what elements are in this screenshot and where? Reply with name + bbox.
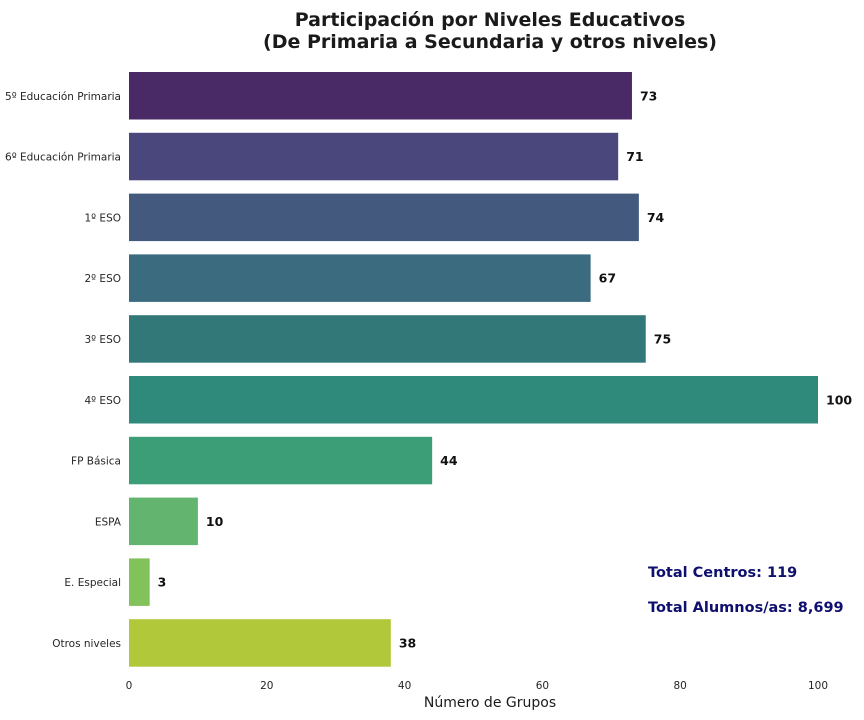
y-tick-label: ESPA — [95, 516, 122, 528]
total-alumnos-annotation: Total Alumnos/as: 8,699 — [648, 600, 844, 616]
data-label: 38 — [399, 635, 416, 650]
data-labels: 73 71 74 67 75 100 44 10 3 38 — [158, 88, 853, 650]
data-label: 75 — [654, 331, 671, 346]
bar-2 — [129, 193, 639, 242]
data-label: 100 — [826, 392, 852, 407]
data-label: 10 — [206, 514, 224, 529]
data-label: 3 — [158, 575, 167, 590]
total-centros-annotation: Total Centros: 119 — [648, 565, 797, 581]
bar-1 — [129, 132, 619, 181]
x-tick-labels: 0 20 40 60 80 100 — [126, 680, 828, 692]
y-tick-label: 4º ESO — [84, 395, 121, 407]
bar-7 — [129, 497, 198, 546]
x-tick-label: 100 — [808, 680, 828, 692]
y-tick-label: 1º ESO — [84, 212, 121, 224]
bar-3 — [129, 254, 591, 302]
data-label: 67 — [599, 271, 616, 286]
x-tick-label: 60 — [536, 680, 549, 692]
x-tick-label: 0 — [126, 680, 133, 692]
y-tick-label: 2º ESO — [84, 273, 121, 285]
bars-group — [129, 72, 818, 667]
bar-0 — [129, 72, 632, 120]
x-tick-label: 20 — [260, 680, 273, 692]
y-tick-label: Otros niveles — [52, 638, 121, 650]
y-tick-label: E. Especial — [64, 577, 121, 589]
data-label: 74 — [647, 210, 665, 225]
x-axis-label: Número de Grupos — [424, 695, 556, 711]
data-label: 44 — [440, 453, 458, 468]
y-tick-label: 6º Educación Primaria — [5, 152, 121, 164]
data-label: 71 — [626, 149, 643, 164]
bar-9 — [129, 619, 391, 667]
bar-5 — [129, 376, 818, 424]
bar-4 — [129, 315, 646, 363]
bar-6 — [129, 436, 433, 485]
chart-title-line-2: (De Primaria a Secundaria y otros nivele… — [263, 31, 717, 53]
data-label: 73 — [640, 88, 657, 103]
bar-8 — [129, 558, 150, 606]
y-tick-label: 3º ESO — [84, 334, 121, 346]
y-tick-labels: 5º Educación Primaria 6º Educación Primar… — [5, 91, 122, 650]
y-tick-label: FP Básica — [71, 456, 121, 468]
chart-title-line-1: Participación por Niveles Educativos — [295, 9, 686, 31]
x-tick-label: 80 — [674, 680, 687, 692]
x-tick-label: 40 — [398, 680, 411, 692]
y-tick-label: 5º Educación Primaria — [5, 91, 121, 103]
